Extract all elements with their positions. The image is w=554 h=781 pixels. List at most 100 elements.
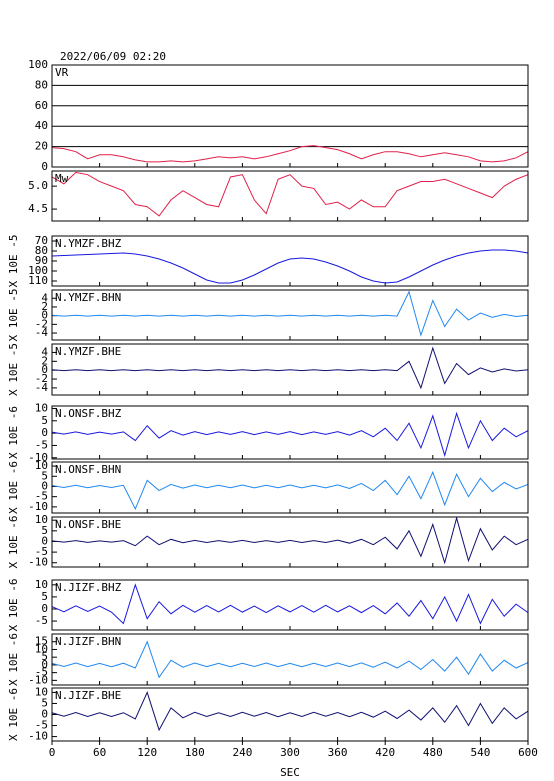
y-tick-label: 0 <box>41 602 48 615</box>
frame <box>51 235 529 287</box>
y-axis-label: X 10E -6 <box>7 461 20 514</box>
y-tick-label: -10 <box>28 500 48 513</box>
y-tick-label: 4.5 <box>28 202 48 215</box>
y-tick-label: 20 <box>35 140 48 153</box>
y-tick-label: 10 <box>35 459 48 472</box>
y-tick-label: 10 <box>35 642 48 655</box>
x-axis-label: SEC <box>280 766 300 779</box>
y-tick-label: 5 <box>41 696 48 709</box>
y-tick-label: 80 <box>35 244 48 257</box>
legend-label: Mw <box>55 172 69 185</box>
y-tick-label: 0 <box>41 426 48 439</box>
y-tick-label: -5 <box>35 666 48 679</box>
y-tick-label: 0 <box>41 534 48 547</box>
trace <box>51 249 529 284</box>
y-tick-label: 5.0 <box>28 179 48 192</box>
y-tick-label: 10 <box>35 685 48 698</box>
y-tick-label: 100 <box>28 264 48 277</box>
chart-title: 2022/06/09 02:20 <box>60 50 166 63</box>
y-tick-label: -5 <box>35 614 48 627</box>
y-tick-label: 0 <box>41 309 48 322</box>
y-tick-label: -4 <box>35 326 49 339</box>
y-axis-label: X 10E -6 <box>7 688 20 741</box>
frame <box>51 516 529 568</box>
trace <box>51 640 529 679</box>
x-tick-label: 540 <box>470 746 490 759</box>
y-tick-label: 5 <box>41 469 48 482</box>
trace <box>51 691 529 732</box>
y-axis-label: X 10E -6 <box>7 406 20 459</box>
y-tick-label: 100 <box>28 58 48 71</box>
y-tick-label: 0 <box>41 658 48 671</box>
legend-label: N.JIZF.BHN <box>55 635 121 648</box>
trace <box>51 290 529 337</box>
y-tick-label: -2 <box>35 372 48 385</box>
trace <box>51 516 529 565</box>
x-tick-label: 420 <box>375 746 395 759</box>
frame <box>51 461 529 514</box>
legend-label: N.YMZF.BHZ <box>55 237 122 250</box>
y-tick-label: 15 <box>35 635 48 648</box>
y-tick-label: 0 <box>41 363 48 376</box>
y-tick-label: 4 <box>41 291 48 304</box>
trace <box>51 583 529 625</box>
y-tick-label: 10 <box>35 578 48 591</box>
y-tick-label: 5 <box>41 590 48 603</box>
y-tick-label: -2 <box>35 317 48 330</box>
legend-label: N.JIZF.BHZ <box>55 581 122 594</box>
y-tick-label: -10 <box>28 451 48 464</box>
frame <box>51 405 529 460</box>
frame <box>51 579 529 631</box>
x-tick-label: 300 <box>280 746 300 759</box>
y-tick-label: 0 <box>41 708 48 721</box>
x-tick-label: 360 <box>328 746 348 759</box>
y-tick-label: 80 <box>35 78 48 91</box>
x-tick-label: 60 <box>93 746 106 759</box>
y-tick-label: -10 <box>28 673 48 686</box>
y-tick-label: 10 <box>35 401 48 414</box>
y-tick-label: -5 <box>35 545 48 558</box>
trace <box>51 470 529 511</box>
x-tick-label: 0 <box>49 746 56 759</box>
y-axis-label: X 10E -5 <box>7 343 20 396</box>
trace <box>51 411 529 458</box>
legend-label: N.ONSF.BHE <box>55 518 121 531</box>
frame <box>51 289 529 341</box>
x-tick-label: 480 <box>423 746 443 759</box>
frame <box>51 687 529 742</box>
y-tick-label: 4 <box>41 345 48 358</box>
y-tick-label: 90 <box>35 254 48 267</box>
trace <box>51 171 529 217</box>
y-tick-label: -4 <box>35 381 49 394</box>
frame <box>51 64 529 168</box>
y-tick-label: -10 <box>28 730 48 743</box>
y-tick-label: 5 <box>41 650 48 663</box>
legend-label: N.ONSF.BHN <box>55 463 121 476</box>
y-tick-label: 70 <box>35 234 48 247</box>
y-tick-label: -5 <box>35 438 48 451</box>
y-tick-label: 10 <box>35 513 48 526</box>
y-axis-label: X 10E -6 <box>7 633 20 686</box>
x-tick-label: 600 <box>518 746 538 759</box>
y-tick-label: 0 <box>41 479 48 492</box>
legend-label: N.YMZF.BHE <box>55 345 121 358</box>
trace <box>51 346 529 390</box>
x-tick-label: 180 <box>185 746 205 759</box>
y-tick-label: 110 <box>28 274 48 287</box>
legend-label: N.ONSF.BHZ <box>55 407 122 420</box>
y-tick-label: 2 <box>41 354 48 367</box>
legend-label: N.JIZF.BHE <box>55 689 121 702</box>
frame <box>51 343 529 396</box>
y-axis-label: X 10E -6 <box>7 579 20 632</box>
y-tick-label: -5 <box>35 719 48 732</box>
legend-label: N.YMZF.BHN <box>55 291 121 304</box>
y-tick-label: -5 <box>35 490 48 503</box>
y-tick-label: 5 <box>41 414 48 427</box>
y-tick-label: -10 <box>28 556 48 569</box>
y-tick-label: 2 <box>41 300 48 313</box>
x-tick-label: 120 <box>137 746 157 759</box>
y-axis-label: X 10E -6 <box>7 516 20 569</box>
y-axis-label: X 10E -5 <box>7 289 20 342</box>
